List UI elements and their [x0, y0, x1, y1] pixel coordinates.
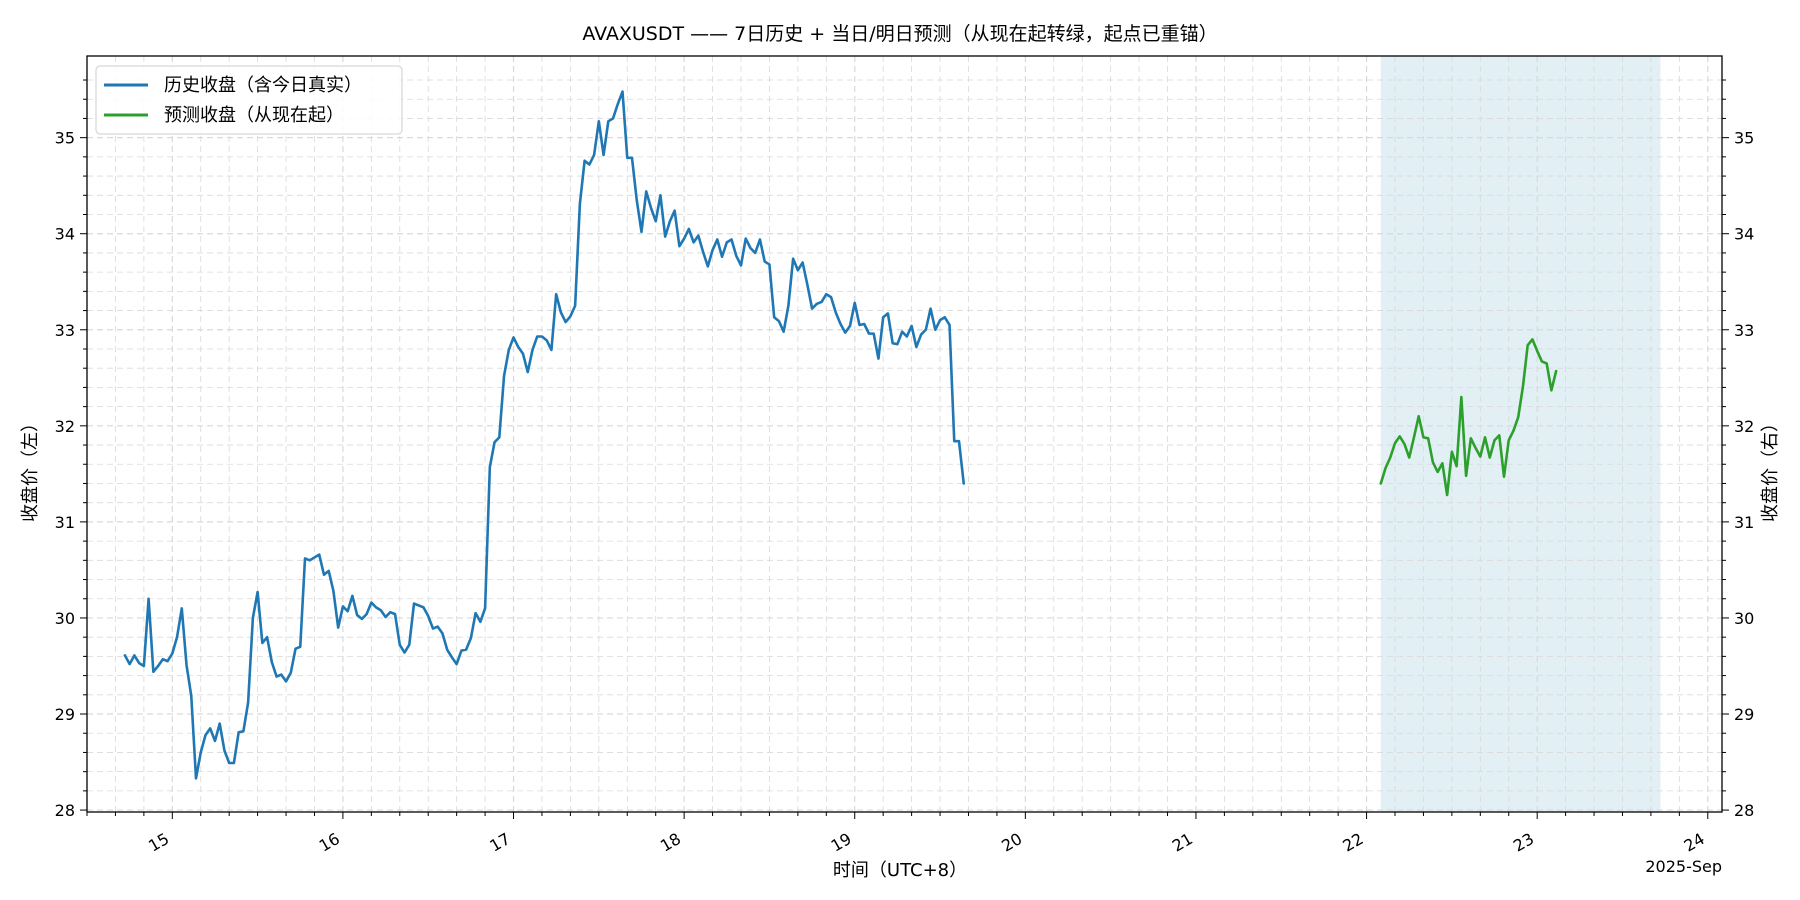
y-tick-label-right: 33 [1734, 321, 1754, 340]
y-tick-label-left: 29 [55, 705, 75, 724]
y-tick-label-left: 30 [55, 609, 75, 628]
series-layer [123, 90, 1558, 780]
series-line-history [123, 90, 966, 780]
legend-label-forecast: 预测收盘（从现在起） [164, 105, 344, 126]
grid [86, 56, 1722, 812]
x-axis-label: 时间（UTC+8） [833, 860, 967, 881]
y-tick-label-right: 35 [1734, 129, 1754, 148]
y-axis-right-label: 收盘价（右） [1760, 414, 1781, 522]
y-tick-label-left: 33 [55, 321, 75, 340]
y-tick-label-right: 32 [1734, 417, 1754, 436]
y-tick-label-right: 29 [1734, 705, 1754, 724]
y-tick-label-right: 31 [1734, 513, 1754, 532]
y-axis-left-label: 收盘价（左） [20, 414, 41, 522]
plot-frame [86, 55, 1723, 813]
y-tick-label-right: 34 [1734, 225, 1754, 244]
y-tick-label-right: 28 [1734, 801, 1754, 820]
series-line-forecast [1379, 338, 1558, 497]
legend-box [95, 65, 403, 135]
x-axis-offset-label: 2025-Sep [1645, 857, 1722, 876]
y-tick-label-left: 31 [55, 513, 75, 532]
legend: 历史收盘（含今日真实） 预测收盘（从现在起） [95, 65, 403, 135]
forecast-shade [1380, 56, 1661, 812]
chart-title: AVAXUSDT —— 7日历史 + 当日/明日预测（从现在起转绿，起点已重锚） [582, 23, 1217, 45]
y-tick-label-left: 28 [55, 801, 75, 820]
legend-label-history: 历史收盘（含今日真实） [164, 75, 362, 96]
y-tick-label-left: 32 [55, 417, 75, 436]
y-tick-label-right: 30 [1734, 609, 1754, 628]
y-tick-label-left: 34 [55, 225, 75, 244]
plot-area [1380, 56, 1661, 812]
y-tick-label-left: 35 [55, 129, 75, 148]
